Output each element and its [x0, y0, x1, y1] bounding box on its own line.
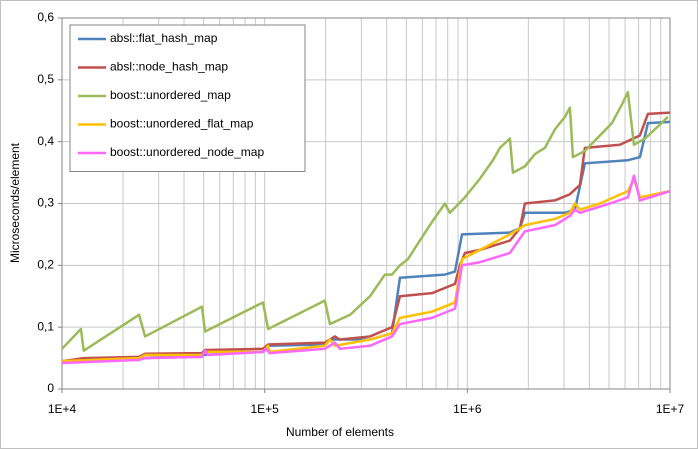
legend-label: absl::node_hash_map: [110, 60, 228, 74]
legend-label: boost::unordered_map: [110, 88, 231, 102]
legend-label: boost::unordered_flat_map: [110, 117, 254, 131]
x-tick-label: 1E+7: [656, 402, 685, 416]
legend-label: boost::unordered_node_map: [110, 145, 264, 159]
y-tick-label: 0,4: [37, 134, 54, 148]
series-line: [61, 174, 671, 365]
x-axis-title: Number of elements: [286, 425, 394, 439]
x-tick-label: 1E+5: [250, 402, 279, 416]
legend: absl::flat_hash_mapabsl::node_hash_mapbo…: [69, 24, 306, 172]
y-tick-label: 0,3: [37, 196, 54, 210]
x-tick-label: 1E+4: [48, 402, 77, 416]
y-tick-label: 0,1: [37, 319, 54, 333]
plot-border: [61, 17, 671, 390]
x-tick-label: 1E+6: [453, 402, 482, 416]
series-line: [61, 90, 669, 352]
y-tick-label: 0,6: [37, 10, 54, 24]
legend-box: [69, 24, 306, 172]
y-tick-label: 0: [47, 381, 54, 395]
legend-label: absl::flat_hash_map: [110, 31, 218, 45]
y-tick-label: 0,5: [37, 72, 54, 86]
y-tick-label: 0,2: [37, 258, 54, 272]
y-axis-title: Microseconds/element: [8, 142, 22, 263]
